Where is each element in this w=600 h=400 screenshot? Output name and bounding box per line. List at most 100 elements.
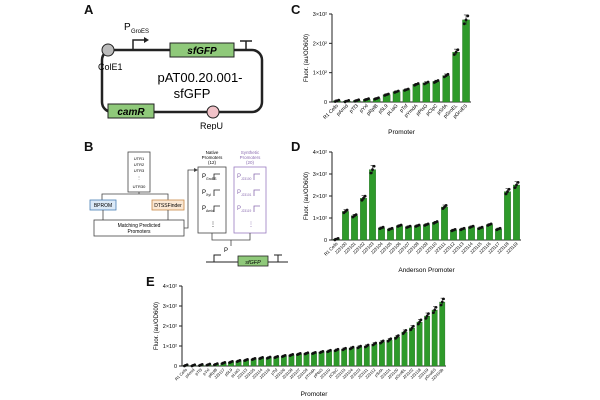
synthetic-sub-2: J23101 (241, 193, 252, 197)
bar (439, 301, 446, 367)
y-tick-label: 0 (324, 100, 327, 106)
data-point (246, 358, 249, 361)
bar (409, 327, 415, 367)
bprom-label: BPROM (94, 203, 112, 209)
x-axis-label: Anderson Promoter (398, 267, 455, 274)
construct-p-label: P (224, 248, 228, 254)
synthetic-sub-3: J23119 (241, 209, 251, 213)
data-point (283, 354, 287, 357)
bar (441, 206, 448, 241)
x-axis-label: Promoter (301, 391, 329, 398)
promoter-sub: GroES (131, 29, 149, 35)
native-p-3: P (202, 206, 206, 212)
data-point (381, 225, 385, 229)
data-point (298, 352, 302, 355)
data-point (372, 164, 376, 168)
data-point (363, 194, 367, 198)
native-sub-1: GroES (206, 177, 217, 181)
data-point (314, 351, 317, 354)
data-point (504, 192, 508, 196)
data-point (480, 225, 484, 229)
bar (326, 350, 332, 367)
y-axis-label: Fluor. (au/OD600) (304, 34, 310, 82)
native-p-2: P (202, 190, 206, 196)
bar (412, 84, 421, 103)
bar (504, 191, 511, 241)
data-point (513, 186, 517, 190)
y-tick-label: 1×10² (313, 71, 327, 77)
data-point (446, 72, 450, 76)
data-point (238, 359, 242, 362)
data-point (506, 190, 509, 193)
y-tick-label: 4×10² (163, 284, 177, 290)
bar (371, 343, 378, 367)
y-tick-label: 2×10² (313, 194, 327, 200)
data-point (416, 82, 420, 85)
x-axis-label: Promoter (388, 129, 416, 136)
native-sub-2: Xyl (206, 193, 211, 197)
y-axis-label: Fluor. (au/OD600) (154, 302, 160, 350)
data-point (466, 14, 470, 18)
gene-label: sfGFP (187, 46, 217, 57)
data-point (291, 353, 295, 356)
data-point (452, 53, 456, 56)
data-point (436, 79, 440, 82)
data-point (261, 356, 264, 359)
synthetic-box (233, 166, 267, 234)
data-point (360, 198, 364, 202)
data-point (306, 351, 310, 355)
construct-gene-box (237, 255, 269, 267)
bar (486, 224, 493, 241)
data-point (336, 347, 340, 351)
data-point (357, 98, 361, 102)
data-point (396, 89, 400, 93)
data-point (456, 48, 460, 52)
data-point (337, 98, 341, 102)
bar (386, 339, 393, 367)
data-point (200, 363, 204, 366)
y-axis-label: Fluor. (au/OD600) (304, 172, 310, 220)
data-point (399, 223, 403, 227)
bar (333, 349, 340, 367)
y-tick-label: 0 (174, 364, 177, 370)
data-point (462, 22, 466, 26)
data-point (507, 187, 511, 191)
resistance-label: camR (117, 107, 145, 118)
bar (452, 51, 460, 103)
data-point (404, 329, 408, 332)
data-point (268, 355, 272, 359)
bar (341, 348, 348, 367)
category-label: pRplB (207, 367, 218, 378)
data-point (351, 345, 355, 349)
native-title-3: (12) (208, 160, 217, 165)
bar (468, 226, 475, 241)
data-point (208, 362, 212, 366)
synthetic-sub-1: J23100 (241, 177, 252, 181)
data-point (406, 87, 410, 91)
data-point (416, 322, 420, 326)
data-point (419, 318, 423, 322)
bar (394, 336, 400, 367)
category-label: pSrfA (373, 367, 384, 378)
synthetic-title-1: Synthetic (241, 150, 260, 155)
bar (318, 351, 325, 367)
data-point (377, 96, 380, 100)
plasmid-name: pAT00.20.001- (157, 70, 242, 85)
bar (369, 169, 376, 241)
utr-dots: ⋮ (137, 175, 141, 180)
data-point (371, 168, 374, 171)
data-point (418, 320, 421, 324)
utr-1: UTR1 (134, 156, 145, 161)
bar (311, 352, 317, 367)
native-sub-3: Amid (206, 209, 214, 213)
promoter-arrow-icon (132, 39, 146, 50)
category-label: pTsf (399, 103, 410, 114)
data-point (215, 362, 219, 365)
terminator-icon (240, 40, 252, 50)
construct-gene-label: sfGFP (245, 260, 261, 266)
native-dots: ⋮ (210, 222, 216, 228)
bar (423, 224, 430, 241)
data-point (412, 324, 415, 328)
